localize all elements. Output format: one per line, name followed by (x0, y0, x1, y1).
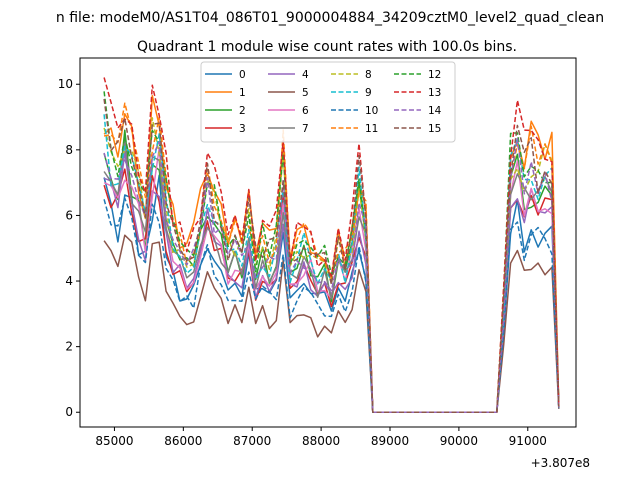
chart-title: Quadrant 1 module wise count rates with … (137, 39, 517, 55)
x-tick-label: 88000 (302, 434, 340, 448)
y-tick-label: 8 (65, 143, 73, 157)
axis-ticks: 85000 86000 87000 88000 89000 90000 91000 0 2 4 6 8… (58, 77, 547, 448)
axes-frame (79, 57, 577, 428)
y-tick-label: 10 (58, 77, 73, 91)
x-tick-label: 87000 (233, 434, 271, 448)
legend-label-6: 6 (302, 105, 309, 117)
series-line-15 (103, 98, 560, 413)
legend-label-14: 14 (428, 105, 442, 117)
legend-label-8: 8 (365, 69, 372, 81)
x-tick-label: 86000 (164, 434, 202, 448)
legend-box (200, 61, 456, 143)
series-line-14 (103, 137, 560, 413)
y-tick-label: 2 (65, 340, 73, 354)
x-tick-label: 90000 (440, 434, 478, 448)
x-tick-label: 89000 (371, 434, 409, 448)
y-tick-label: 4 (65, 274, 73, 288)
chart-suptitle: n file: modeM0/AS1T04_086T01_9000004884_… (56, 10, 604, 26)
legend-label-2: 2 (239, 105, 246, 117)
x-tick-label: 85000 (95, 434, 133, 448)
legend-label-7: 7 (302, 123, 309, 135)
legend-label-0: 0 (239, 69, 246, 81)
legend-label-12: 12 (428, 69, 441, 81)
y-tick-label: 6 (65, 208, 73, 222)
legend-label-15: 15 (428, 123, 441, 135)
x-tick-label: 91000 (509, 434, 547, 448)
y-tick-label: 0 (65, 405, 73, 419)
legend-label-10: 10 (365, 105, 378, 117)
legend-label-5: 5 (302, 87, 309, 99)
x-offset-label: +3.807e8 (531, 456, 590, 470)
legend-label-11: 11 (365, 123, 378, 135)
legend-label-9: 9 (365, 87, 372, 99)
legend-label-3: 3 (239, 123, 246, 135)
legend-label-4: 4 (302, 69, 309, 81)
legend-label-13: 13 (428, 87, 441, 99)
legend-label-1: 1 (239, 87, 246, 99)
